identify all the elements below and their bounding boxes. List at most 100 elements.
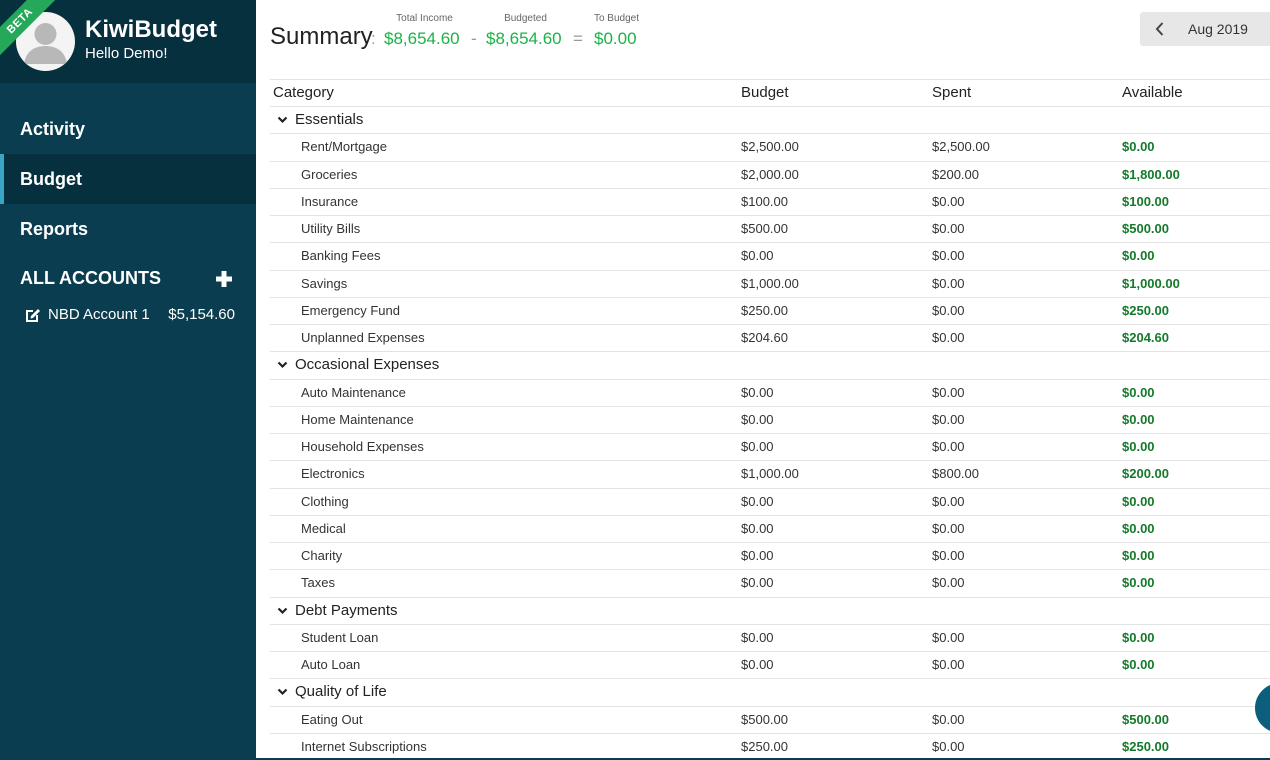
category-name[interactable]: Utility Bills (301, 221, 361, 236)
spent-amount: $0.00 (932, 248, 965, 264)
budget-amount[interactable]: $0.00 (741, 248, 774, 264)
edit-icon[interactable] (24, 307, 41, 323)
category-name[interactable]: Banking Fees (301, 248, 381, 264)
budget-amount[interactable]: $1,000.00 (741, 275, 799, 291)
table-row[interactable]: Taxes $0.00 $0.00 $0.00 (270, 569, 1270, 596)
table-row[interactable]: Eating Out $500.00 $0.00 $500.00 (270, 705, 1270, 733)
budget-amount[interactable]: $250.00 (741, 302, 788, 318)
table-row[interactable]: Auto Loan $0.00 $0.00 $0.00 (270, 651, 1270, 678)
table-row[interactable]: Banking Fees $0.00 $0.00 $0.00 (270, 242, 1270, 269)
spent-amount: $2,500.00 (932, 139, 990, 155)
all-accounts-header[interactable]: ALL ACCOUNTS (20, 268, 161, 288)
budget-amount[interactable]: $500.00 (741, 711, 788, 727)
budget-amount[interactable]: $0.00 (741, 411, 774, 427)
avatar[interactable] (16, 12, 75, 71)
current-month: Aug 2019 (1188, 21, 1248, 37)
budgeted-value: $8,654.60 (486, 29, 562, 48)
floating-action-button[interactable] (1255, 683, 1270, 733)
nav-budget[interactable]: Budget (0, 154, 256, 204)
group-name[interactable]: Essentials (295, 111, 364, 128)
group-name[interactable]: Debt Payments (295, 601, 398, 619)
budget-amount[interactable]: $0.00 (741, 439, 774, 454)
table-row[interactable]: Unplanned Expenses $204.60 $0.00 $204.60 (270, 324, 1270, 351)
table-bottom-border (256, 758, 1270, 760)
category-group-row: Debt Payments (270, 596, 1270, 624)
budget-amount[interactable]: $0.00 (741, 657, 774, 672)
total-income-value: $8,654.60 (384, 29, 460, 48)
chevron-down-icon[interactable] (277, 116, 288, 124)
category-name[interactable]: Savings (301, 275, 348, 291)
table-row[interactable]: Emergency Fund $250.00 $0.00 $250.00 (270, 296, 1270, 324)
category-name[interactable]: Internet Subscriptions (301, 738, 427, 754)
table-row[interactable]: Home Maintenance $0.00 $0.00 $0.00 (270, 405, 1270, 433)
category-name[interactable]: Electronics (301, 466, 365, 482)
spent-amount: $0.00 (932, 221, 965, 236)
table-row[interactable]: Insurance $100.00 $0.00 $100.00 (270, 187, 1270, 215)
category-name[interactable]: Auto Maintenance (301, 384, 406, 400)
group-name[interactable]: Occasional Expenses (295, 356, 440, 374)
to-budget-label: To Budget (593, 13, 640, 24)
add-account-button[interactable] (215, 268, 233, 290)
budget-amount[interactable]: $500.00 (741, 221, 788, 236)
category-name[interactable]: Clothing (301, 493, 349, 509)
table-row[interactable]: Auto Maintenance $0.00 $0.00 $0.00 (270, 378, 1270, 406)
budget-amount[interactable]: $0.00 (741, 629, 774, 645)
app-title: KiwiBudget (85, 16, 217, 43)
col-header-category[interactable]: Category (273, 84, 334, 101)
table-row[interactable]: Medical $0.00 $0.00 $0.00 (270, 514, 1270, 542)
table-row[interactable]: Household Expenses $0.00 $0.00 $0.00 (270, 433, 1270, 460)
category-name[interactable]: Student Loan (301, 629, 379, 645)
category-name[interactable]: Auto Loan (301, 657, 361, 672)
nav-activity[interactable]: Activity (20, 119, 86, 139)
budget-amount[interactable]: $250.00 (741, 738, 788, 754)
budget-amount[interactable]: $0.00 (741, 493, 774, 509)
category-name[interactable]: Taxes (301, 575, 335, 591)
category-name[interactable]: Rent/Mortgage (301, 139, 387, 155)
account-item[interactable]: NBD Account 1 $5,154.60 (24, 305, 239, 325)
table-row[interactable]: Utility Bills $500.00 $0.00 $500.00 (270, 215, 1270, 242)
category-name[interactable]: Home Maintenance (301, 411, 414, 427)
budget-amount[interactable]: $2,500.00 (741, 139, 799, 155)
col-header-budget[interactable]: Budget (741, 84, 789, 101)
budget-amount[interactable]: $2,000.00 (741, 166, 799, 182)
table-row[interactable]: Savings $1,000.00 $0.00 $1,000.00 (270, 269, 1270, 297)
chevron-down-icon[interactable] (277, 688, 288, 696)
total-income-label: Total Income (396, 13, 453, 24)
budget-amount[interactable]: $204.60 (741, 330, 788, 345)
category-name[interactable]: Emergency Fund (301, 302, 400, 318)
budget-amount[interactable]: $1,000.00 (741, 466, 799, 482)
to-budget-value: $0.00 (594, 29, 637, 48)
col-header-available[interactable]: Available (1122, 84, 1183, 101)
table-row[interactable]: Electronics $1,000.00 $800.00 $200.00 (270, 460, 1270, 487)
avatar-icon (24, 23, 67, 64)
previous-month-button[interactable] (1152, 20, 1168, 38)
category-name[interactable]: Household Expenses (301, 439, 424, 454)
table-row[interactable]: Clothing $0.00 $0.00 $0.00 (270, 487, 1270, 515)
category-name[interactable]: Groceries (301, 166, 358, 182)
category-name[interactable]: Unplanned Expenses (301, 330, 425, 345)
table-row[interactable]: Student Loan $0.00 $0.00 $0.00 (270, 623, 1270, 651)
nav-reports[interactable]: Reports (20, 219, 89, 239)
table-row[interactable]: Rent/Mortgage $2,500.00 $2,500.00 $0.00 (270, 133, 1270, 160)
table-row[interactable]: Groceries $2,000.00 $200.00 $1,800.00 (270, 160, 1270, 188)
chevron-down-icon[interactable] (277, 607, 288, 615)
available-amount: $0.00 (1122, 575, 1155, 591)
budget-amount[interactable]: $100.00 (741, 193, 788, 209)
budget-amount[interactable]: $0.00 (741, 520, 774, 536)
category-name[interactable]: Insurance (301, 193, 359, 209)
account-balance: $5,154.60 (168, 306, 235, 323)
category-name[interactable]: Medical (301, 520, 346, 536)
table-row[interactable]: Internet Subscriptions $250.00 $0.00 $250.0… (270, 732, 1270, 760)
category-name[interactable]: Charity (301, 548, 343, 563)
group-name[interactable]: Quality of Life (295, 683, 387, 701)
budget-amount[interactable]: $0.00 (741, 384, 774, 400)
greeting: Hello Demo! (85, 45, 168, 62)
col-header-spent[interactable]: Spent (932, 84, 972, 101)
spent-amount: $0.00 (932, 520, 965, 536)
budget-amount[interactable]: $0.00 (741, 548, 774, 563)
chevron-down-icon[interactable] (277, 361, 288, 369)
spent-amount: $0.00 (932, 738, 965, 754)
category-name[interactable]: Eating Out (301, 711, 363, 727)
budget-amount[interactable]: $0.00 (741, 575, 774, 591)
table-row[interactable]: Charity $0.00 $0.00 $0.00 (270, 542, 1270, 569)
